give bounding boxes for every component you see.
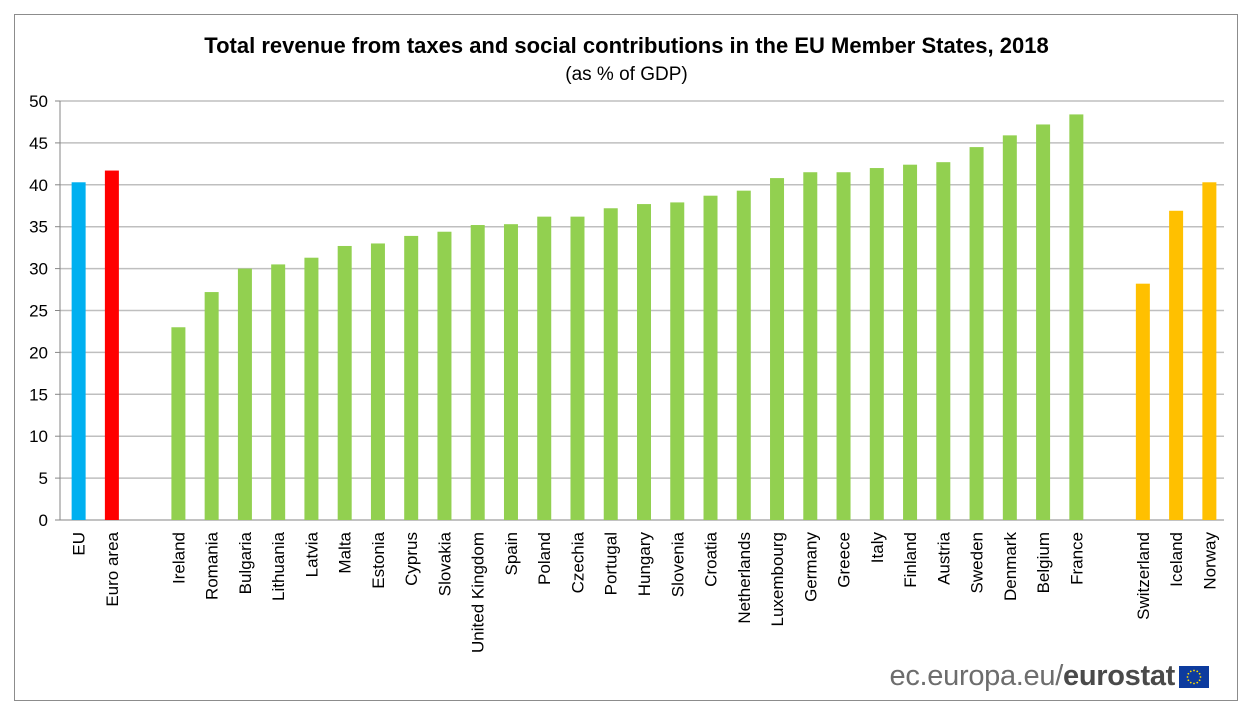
x-tick-label: Sweden <box>968 532 987 593</box>
y-tick-label: 50 <box>29 92 48 111</box>
flag-star <box>1199 675 1202 678</box>
bar-portugal <box>603 208 618 521</box>
bar-austria <box>936 162 951 520</box>
x-tick-label: Portugal <box>602 532 621 595</box>
y-tick-label: 0 <box>39 511 48 530</box>
x-tick-label: Finland <box>901 532 920 588</box>
x-tick-label: Cyprus <box>402 532 421 586</box>
y-tick-label: 30 <box>29 260 48 279</box>
bar-malta <box>337 245 352 520</box>
flag-star <box>1187 672 1190 675</box>
x-tick-label: Latvia <box>302 531 321 577</box>
x-tick-label: Spain <box>502 532 521 575</box>
flag-star <box>1186 675 1189 678</box>
bar-united-kingdom <box>470 225 485 521</box>
x-tick-label: Slovenia <box>668 531 687 597</box>
bar-spain <box>503 224 518 520</box>
bar-euro-area <box>104 170 119 520</box>
x-tick-label: Netherlands <box>735 532 754 624</box>
bar-finland <box>903 164 918 521</box>
chart-title: Total revenue from taxes and social cont… <box>204 33 1049 58</box>
bar-iceland <box>1169 210 1184 520</box>
x-tick-label: Poland <box>535 532 554 585</box>
logo-brand: eurostat <box>1062 660 1175 692</box>
bar-lithuania <box>271 264 286 520</box>
x-tick-label: Norway <box>1200 532 1219 590</box>
y-tick-label: 5 <box>39 469 48 488</box>
chart-frame <box>14 14 1238 701</box>
x-tick-label: Hungary <box>635 532 654 597</box>
flag-star <box>1189 681 1192 684</box>
bar-slovakia <box>437 231 452 520</box>
flag-star <box>1193 682 1195 684</box>
x-tick-label: France <box>1067 532 1086 585</box>
bar-belgium <box>1036 124 1051 521</box>
flag-star <box>1187 678 1190 681</box>
x-tick-label: Lithuania <box>269 531 288 601</box>
x-tick-label: Ireland <box>169 532 188 584</box>
bar-germany <box>803 172 818 521</box>
y-tick-label: 45 <box>29 134 48 153</box>
bar-slovenia <box>670 202 685 520</box>
y-tick-label: 20 <box>29 343 48 362</box>
x-tick-label: Euro area <box>103 531 122 606</box>
eurostat-logo: ec.europa.eu/eurostat <box>890 660 1209 693</box>
bar-denmark <box>1002 135 1017 520</box>
bar-norway <box>1202 182 1217 520</box>
x-tick-label: Germany <box>801 532 820 602</box>
logo-domain: ec.europa.eu/ <box>889 660 1064 692</box>
flag-star <box>1196 681 1199 684</box>
x-tick-label: Slovakia <box>435 531 454 596</box>
bar-italy <box>869 168 884 521</box>
x-tick-label: Greece <box>835 532 854 588</box>
bar-sweden <box>969 147 984 520</box>
flag-star <box>1189 669 1192 672</box>
y-tick-label: 15 <box>29 385 48 404</box>
x-tick-label: EU <box>70 532 89 556</box>
bar-cyprus <box>404 235 419 520</box>
x-tick-label: Bulgaria <box>236 531 255 594</box>
bar-switzerland <box>1135 283 1150 520</box>
x-tick-label: Denmark <box>1001 532 1020 601</box>
x-tick-label: Austria <box>934 531 953 584</box>
flag-star <box>1198 678 1201 681</box>
bar-greece <box>836 172 851 521</box>
chart-subtitle: (as % of GDP) <box>565 64 688 85</box>
x-tick-label: United Kingdom <box>469 532 488 653</box>
bar-czechia <box>570 216 585 521</box>
bar-netherlands <box>736 190 751 520</box>
x-tick-label: Czechia <box>568 531 587 593</box>
x-tick-label: Iceland <box>1167 532 1186 587</box>
x-tick-label: Switzerland <box>1134 532 1153 620</box>
x-tick-label: Croatia <box>702 531 721 586</box>
flag-star <box>1196 669 1199 672</box>
x-tick-label: Italy <box>868 532 887 564</box>
x-tick-label: Estonia <box>369 531 388 588</box>
y-tick-label: 40 <box>29 176 48 195</box>
x-tick-label: Luxembourg <box>768 532 787 627</box>
bar-bulgaria <box>237 268 252 520</box>
eu-flag-icon <box>1179 665 1209 688</box>
x-tick-label: Belgium <box>1034 532 1053 593</box>
bar-estonia <box>370 243 385 520</box>
flag-star <box>1193 669 1195 671</box>
bar-luxembourg <box>770 178 785 520</box>
flag-star <box>1198 672 1201 675</box>
y-tick-label: 35 <box>29 218 48 237</box>
bar-eu <box>71 182 86 520</box>
x-tick-label: Romania <box>203 531 222 600</box>
bar-poland <box>537 216 552 521</box>
bar-latvia <box>304 257 319 520</box>
y-tick-label: 25 <box>29 302 48 321</box>
bar-romania <box>204 292 219 520</box>
bar-croatia <box>703 195 718 520</box>
bar-france <box>1069 114 1084 521</box>
y-tick-label: 10 <box>29 427 48 446</box>
x-tick-label: Malta <box>336 531 355 573</box>
bar-ireland <box>171 327 186 520</box>
bar-hungary <box>637 204 651 520</box>
